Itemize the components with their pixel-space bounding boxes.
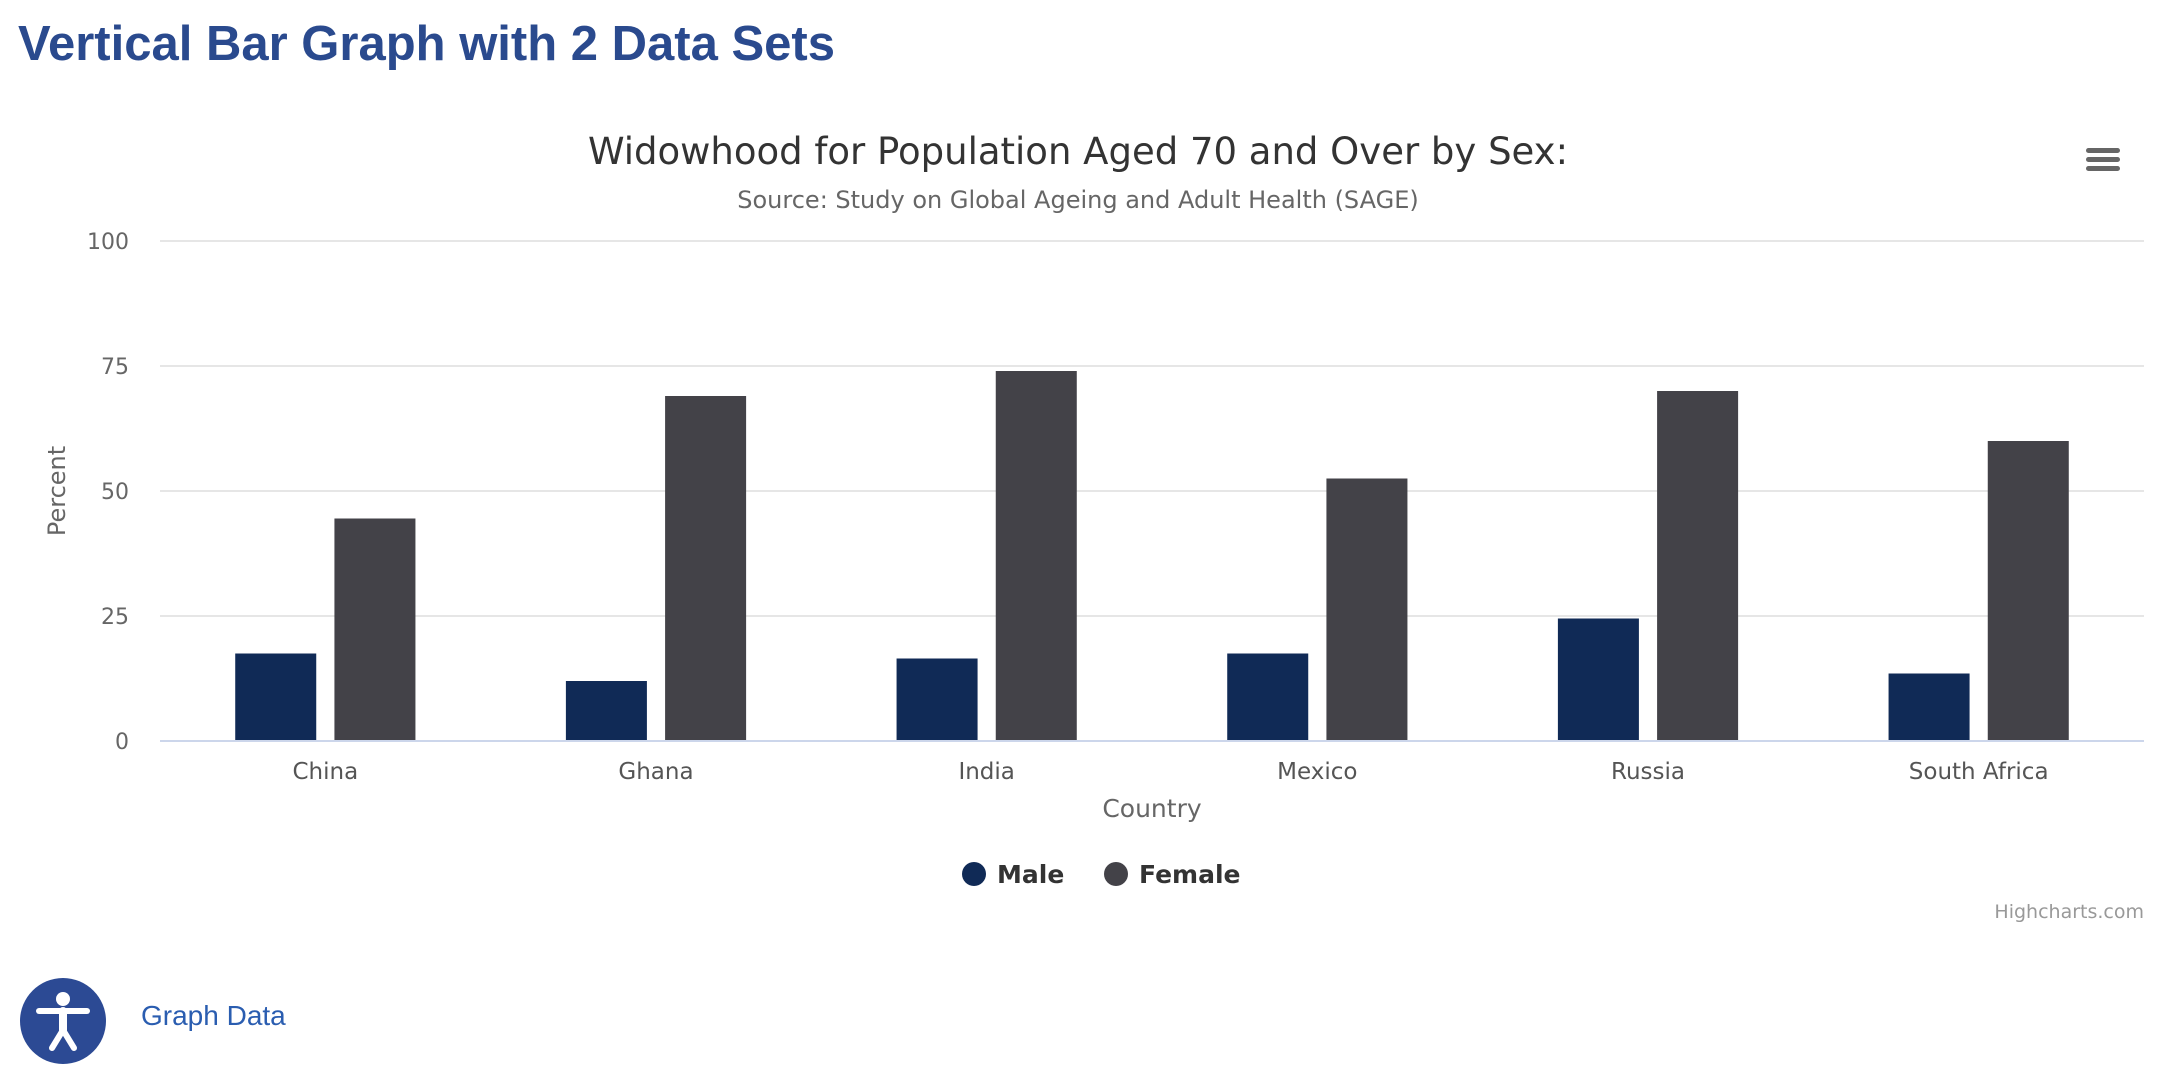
- chart-title: Widowhood for Population Aged 70 and Ove…: [588, 130, 1568, 173]
- y-tick-label: 25: [101, 605, 129, 630]
- legend-item-male[interactable]: Male: [962, 860, 1064, 889]
- bar-chart: Widowhood for Population Aged 70 and Ove…: [43, 130, 2144, 923]
- x-tick-label: Ghana: [618, 759, 693, 785]
- y-tick-label: 100: [87, 230, 129, 255]
- legend-label: Male: [997, 860, 1064, 889]
- y-axis-label: Percent: [43, 446, 71, 536]
- y-tick-label: 75: [101, 355, 129, 380]
- bar-male[interactable]: [1888, 673, 1970, 742]
- hamburger-menu-bar: [2086, 166, 2120, 171]
- bar-male[interactable]: [1557, 618, 1639, 742]
- x-tick-label: India: [958, 759, 1014, 785]
- accessibility-person-icon: [36, 992, 90, 1051]
- legend-symbol: [1104, 862, 1128, 886]
- accessibility-button[interactable]: [20, 978, 106, 1064]
- x-tick-label: South Africa: [1909, 759, 2049, 785]
- legend-item-female[interactable]: Female: [1104, 860, 1240, 889]
- bar-male[interactable]: [896, 658, 978, 742]
- hamburger-menu-bar: [2086, 157, 2120, 162]
- page-title: Vertical Bar Graph with 2 Data Sets: [18, 17, 835, 71]
- bar-female[interactable]: [1987, 441, 2069, 741]
- graph-data-link[interactable]: Graph Data: [141, 1000, 286, 1031]
- y-tick-label: 0: [115, 730, 129, 755]
- bar-male[interactable]: [235, 653, 317, 742]
- bar-female[interactable]: [665, 396, 747, 741]
- x-axis-label: Country: [1102, 794, 1202, 823]
- chart-menu-button[interactable]: [2083, 142, 2125, 178]
- x-tick-label: Mexico: [1277, 759, 1357, 785]
- hamburger-menu-icon: [2086, 148, 2120, 153]
- bar-male[interactable]: [565, 681, 647, 741]
- bar-female[interactable]: [995, 371, 1077, 741]
- x-tick-label: China: [292, 759, 358, 785]
- bar-female[interactable]: [1326, 478, 1408, 742]
- chart-subtitle: Source: Study on Global Ageing and Adult…: [737, 186, 1418, 214]
- bar-female[interactable]: [1657, 391, 1739, 741]
- y-tick-label: 50: [101, 480, 129, 505]
- legend-symbol: [962, 862, 986, 886]
- legend-label: Female: [1139, 860, 1240, 889]
- x-tick-label: Russia: [1611, 759, 1685, 785]
- bar-male[interactable]: [1227, 653, 1309, 742]
- chart-credits[interactable]: Highcharts.com: [1994, 901, 2144, 923]
- bar-female[interactable]: [334, 518, 416, 742]
